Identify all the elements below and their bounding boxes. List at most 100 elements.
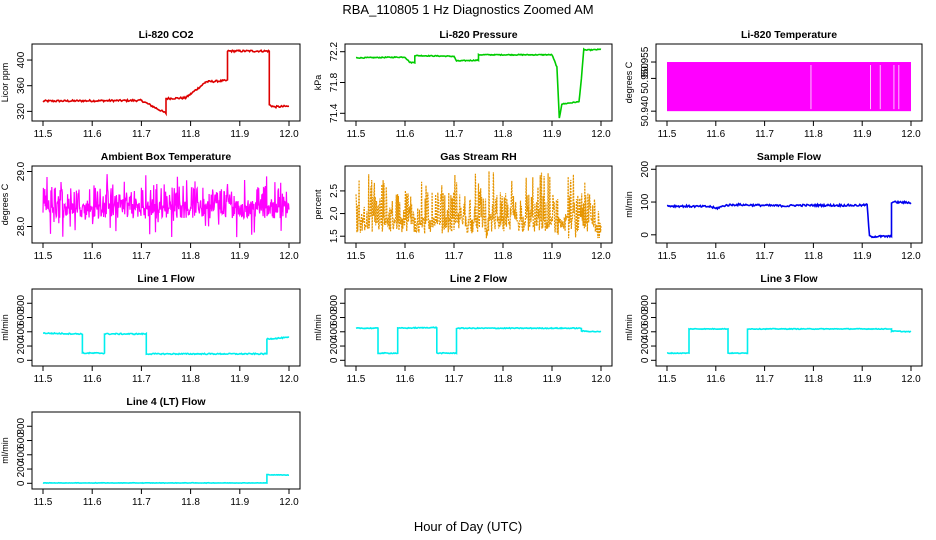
chart-panel-3: Li-820 Temperature 11.5 11.6 11.7 11.8 11.9 12… <box>624 29 923 140</box>
y-tick-label: 0 <box>16 480 27 486</box>
chart-frame <box>344 165 613 244</box>
series-line <box>355 171 602 239</box>
chart-frame <box>31 165 301 244</box>
chart-series-group <box>42 174 290 238</box>
x-tick-label: 11.7 <box>755 374 774 385</box>
y-tick-label: 400 <box>16 323 27 340</box>
chart-series-group <box>355 326 602 355</box>
y-tick-label: 200 <box>16 337 27 354</box>
x-tick-label: 11.9 <box>853 129 872 140</box>
x-tick-label: 11.8 <box>494 129 513 140</box>
chart-frame <box>31 411 301 490</box>
x-tick-label: 11.7 <box>132 251 151 262</box>
y-tick-label: 0 <box>329 357 340 363</box>
x-tick-label: 11.7 <box>445 251 464 262</box>
chart-panel-1: Li-820 CO2 11.5 11.6 11.7 11.8 11.9 12.0 320 360… <box>0 29 301 140</box>
x-tick-label: 12.0 <box>591 129 611 140</box>
y-tick-label: 800 <box>16 417 27 434</box>
series-line <box>42 49 290 117</box>
figure-main-title: RBA_110805 1 Hz Diagnostics Zoomed AM <box>342 2 593 17</box>
chart-series-group <box>355 171 602 239</box>
chart-series-group <box>355 47 602 119</box>
y-axis-label: ml/min <box>624 314 634 341</box>
x-tick-label: 11.8 <box>804 129 823 140</box>
series-line <box>42 174 290 238</box>
y-tick-label: 2.5 <box>329 184 340 198</box>
y-tick-label: 800 <box>640 294 651 311</box>
chart-title: Line 4 (LT) Flow <box>126 396 206 408</box>
x-tick-label: 11.6 <box>706 251 725 262</box>
x-tick-label: 11.9 <box>543 251 562 262</box>
y-axis-label: ml/min <box>0 437 10 464</box>
y-tick-label: 800 <box>329 294 340 311</box>
series-line <box>666 327 912 355</box>
x-tick-label: 11.7 <box>755 251 774 262</box>
y-tick-label: 600 <box>640 309 651 326</box>
chart-series-group <box>666 327 912 355</box>
x-tick-label: 11.8 <box>494 374 513 385</box>
y-tick-label: 100 <box>640 193 651 210</box>
x-tick-label: 11.9 <box>853 374 872 385</box>
chart-frame <box>344 288 613 367</box>
chart-series-group <box>42 473 290 485</box>
x-tick-label: 11.7 <box>132 374 151 385</box>
chart-frame <box>31 288 301 367</box>
x-tick-label: 12.0 <box>901 251 921 262</box>
x-tick-label: 11.7 <box>132 497 151 508</box>
x-tick-label: 11.9 <box>230 497 249 508</box>
chart-panel-4: Ambient Box Temperature 11.5 11.6 11.7 11.8 1… <box>0 151 301 262</box>
chart-series-group <box>42 49 290 117</box>
chart-title: Line 3 Flow <box>760 273 818 285</box>
y-tick-label: 320 <box>16 103 27 120</box>
figure-x-axis-label: Hour of Day (UTC) <box>414 519 522 534</box>
x-tick-label: 11.9 <box>543 129 562 140</box>
x-tick-label: 11.7 <box>445 374 464 385</box>
chart-panel-10: Line 4 (LT) Flow 11.5 11.6 11.7 11.8 11.9 12.0… <box>0 396 301 508</box>
chart-frame <box>655 43 923 122</box>
chart-frame <box>31 43 301 122</box>
series-line <box>355 326 602 355</box>
y-tick-label: 200 <box>16 460 27 477</box>
x-tick-label: 11.5 <box>34 374 53 385</box>
y-tick-label: 71.8 <box>329 72 340 92</box>
x-tick-label: 11.8 <box>181 374 200 385</box>
chart-panel-7: Line 1 Flow 11.5 11.6 11.7 11.8 11.9 12.0 0 2004… <box>0 273 301 385</box>
y-tick-label: 600 <box>329 309 340 326</box>
y-tick-label: 400 <box>640 323 651 340</box>
series-line <box>666 199 912 239</box>
x-tick-label: 11.5 <box>658 129 677 140</box>
x-tick-label: 11.7 <box>445 129 464 140</box>
y-axis-label: ml/min <box>624 191 634 218</box>
x-tick-label: 11.8 <box>181 251 200 262</box>
series-line <box>42 473 290 485</box>
y-tick-label: 28.0 <box>16 216 27 236</box>
y-axis-label: percent <box>313 189 323 220</box>
x-tick-label: 12.0 <box>901 374 921 385</box>
chart-frame <box>655 165 923 244</box>
x-tick-label: 11.5 <box>658 251 677 262</box>
x-tick-label: 12.0 <box>279 251 299 262</box>
y-tick-label: 0 <box>640 232 651 238</box>
chart-series-group <box>666 199 912 239</box>
x-tick-label: 11.9 <box>230 129 249 140</box>
x-tick-label: 11.6 <box>83 251 102 262</box>
x-tick-label: 11.6 <box>706 374 725 385</box>
chart-title: Line 2 Flow <box>450 273 508 285</box>
y-tick-label: 600 <box>16 432 27 449</box>
chart-title: Sample Flow <box>757 151 822 163</box>
chart-series-group <box>667 62 911 112</box>
series-line <box>355 47 602 119</box>
y-tick-label: 0 <box>640 357 651 363</box>
x-tick-label: 11.6 <box>396 129 415 140</box>
x-tick-label: 11.6 <box>396 374 415 385</box>
chart-panel-9: Line 3 Flow 11.5 11.6 11.7 11.8 11.9 12.0 0 2004… <box>624 273 923 385</box>
x-tick-label: 12.0 <box>591 374 611 385</box>
chart-series-group <box>43 331 290 356</box>
y-tick-label: 400 <box>329 323 340 340</box>
y-tick-label: 600 <box>16 309 27 326</box>
y-tick-label: 0 <box>16 357 27 363</box>
y-tick-label: 29.0 <box>16 161 27 181</box>
x-tick-label: 11.5 <box>658 374 677 385</box>
x-tick-label: 11.6 <box>83 129 102 140</box>
